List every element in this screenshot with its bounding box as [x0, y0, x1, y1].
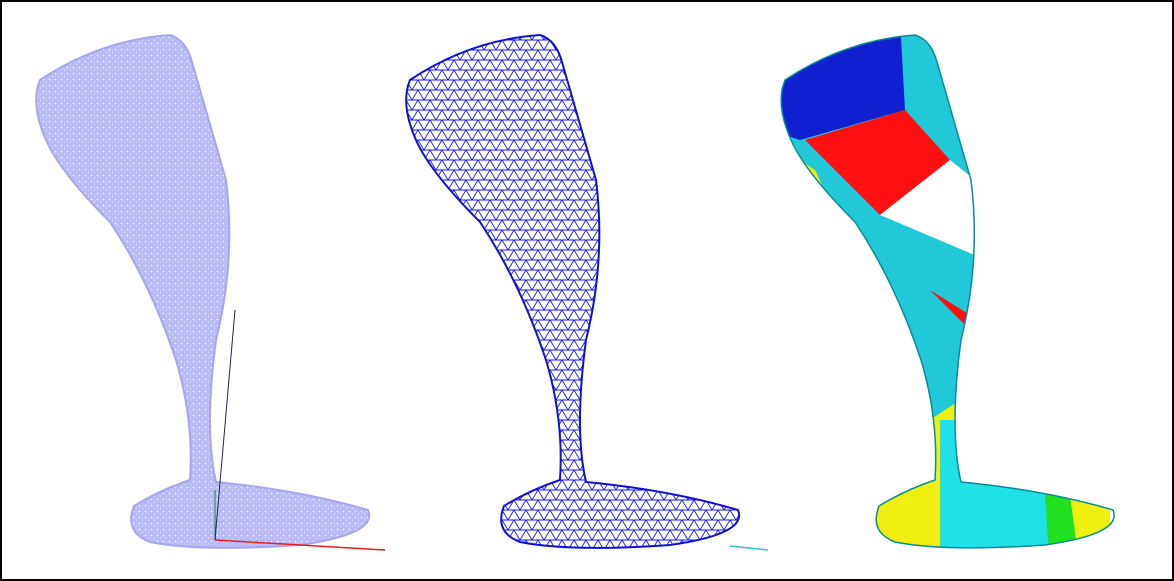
figure [0, 0, 1174, 581]
page [0, 0, 1174, 581]
